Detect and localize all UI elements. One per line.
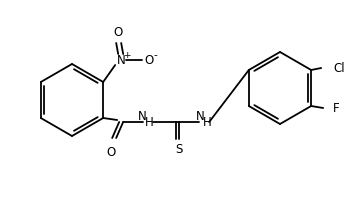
Text: H: H [203,115,211,129]
Text: O: O [144,53,154,67]
Text: H: H [145,115,153,129]
Text: S: S [176,143,183,155]
Text: N: N [196,109,205,123]
Text: F: F [333,102,340,114]
Text: O: O [114,26,123,38]
Text: -: - [153,50,157,60]
Text: +: + [123,50,130,60]
Text: N: N [117,53,126,67]
Text: O: O [106,146,116,159]
Text: N: N [138,109,147,123]
Text: Cl: Cl [333,62,345,74]
